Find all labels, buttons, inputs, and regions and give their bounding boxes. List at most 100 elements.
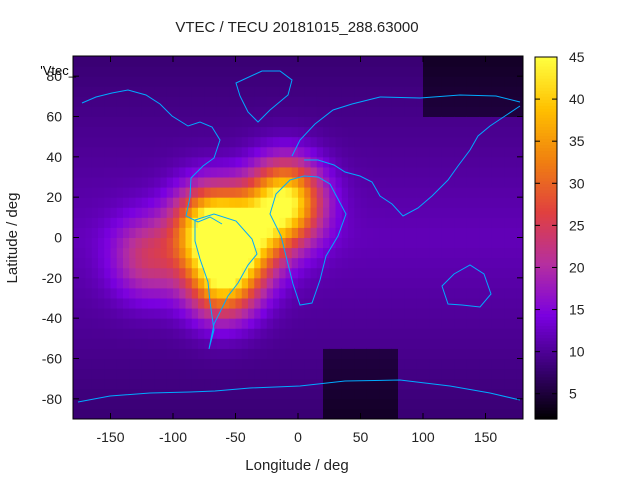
- heatmap-cell: [191, 166, 199, 178]
- heatmap-cell: [279, 116, 286, 128]
- heatmap-cell: [379, 237, 386, 249]
- heatmap-cell: [154, 388, 161, 400]
- heatmap-cell: [291, 277, 299, 289]
- coastline-eurasia: [291, 94, 521, 217]
- heatmap-cell: [423, 66, 430, 77]
- colorbar-segment: [535, 186, 557, 191]
- heatmap-cell: [148, 328, 155, 339]
- heatmap-cell: [379, 106, 386, 117]
- heatmap-cell: [279, 197, 286, 208]
- heatmap-cell: [273, 398, 280, 410]
- heatmap-cell: [91, 156, 99, 168]
- heatmap-cell: [366, 187, 374, 198]
- heatmap-cell: [154, 267, 161, 279]
- heatmap-cell: [341, 197, 349, 208]
- heatmap-cell: [173, 257, 180, 269]
- heatmap-cell: [285, 408, 293, 420]
- heatmap-cell: [198, 298, 205, 309]
- heatmap-cell: [385, 187, 393, 198]
- heatmap-cell: [373, 287, 380, 299]
- heatmap-cell: [98, 166, 105, 178]
- heatmap-cell: [241, 338, 249, 349]
- heatmap-cell: [416, 86, 424, 97]
- heatmap-cell: [254, 207, 261, 218]
- heatmap-cell: [510, 338, 518, 349]
- heatmap-cell: [166, 76, 174, 87]
- heatmap-cell: [235, 106, 243, 117]
- heatmap-cell: [354, 308, 361, 319]
- colorbar-segment: [535, 141, 557, 146]
- heatmap-cell: [254, 338, 261, 349]
- heatmap-cell: [191, 197, 199, 208]
- heatmap-cell: [179, 298, 186, 309]
- heatmap-cell: [185, 338, 193, 349]
- heatmap-cell: [198, 328, 205, 339]
- heatmap-cell: [454, 86, 461, 97]
- heatmap-cell: [516, 166, 524, 178]
- heatmap-cell: [423, 76, 430, 87]
- heatmap-cell: [310, 156, 318, 168]
- heatmap-cell: [354, 86, 361, 97]
- heatmap-cell: [141, 378, 149, 390]
- heatmap-cell: [341, 187, 349, 198]
- heatmap-cell: [404, 126, 411, 138]
- heatmap-cell: [435, 267, 443, 279]
- heatmap-cell: [279, 106, 286, 117]
- heatmap-cell: [454, 287, 461, 299]
- heatmap-cell: [154, 227, 161, 238]
- heatmap-cell: [373, 177, 380, 188]
- heatmap-cell: [110, 156, 118, 168]
- heatmap-cell: [79, 328, 86, 339]
- heatmap-cell: [391, 76, 399, 87]
- heatmap-cell: [348, 207, 355, 218]
- heatmap-cell: [366, 86, 374, 97]
- heatmap-cell: [323, 136, 330, 148]
- heatmap-cell: [416, 66, 424, 77]
- heatmap-cell: [123, 368, 130, 380]
- heatmap-cell: [135, 86, 143, 97]
- heatmap-cell: [154, 277, 161, 289]
- heatmap-cell: [154, 207, 161, 218]
- heatmap-cell: [179, 187, 186, 198]
- heatmap-cell: [348, 66, 355, 77]
- heatmap-cell: [373, 247, 380, 259]
- colorbar-segment: [535, 334, 557, 339]
- heatmap-cell: [185, 56, 193, 67]
- heatmap-cell: [304, 368, 311, 380]
- heatmap-cell: [73, 66, 80, 77]
- heatmap-cell: [460, 318, 468, 329]
- heatmap-cell: [166, 126, 174, 138]
- heatmap-cell: [116, 408, 124, 420]
- heatmap-cell: [98, 328, 105, 339]
- colorbar-segment: [535, 171, 557, 176]
- heatmap-cell: [229, 187, 236, 198]
- heatmap-cell: [285, 378, 293, 390]
- heatmap-cell: [260, 217, 268, 228]
- heatmap-cell: [198, 166, 205, 178]
- heatmap-cell: [204, 66, 211, 77]
- heatmap-cell: [385, 287, 393, 299]
- heatmap-cell: [360, 267, 368, 279]
- colorbar-segment: [535, 192, 557, 197]
- heatmap-cell: [91, 247, 99, 259]
- colorbar-segment: [535, 153, 557, 158]
- heatmap-cell: [248, 287, 255, 299]
- heatmap-cell: [466, 217, 474, 228]
- heatmap-cell: [373, 56, 380, 67]
- heatmap-cell: [454, 358, 461, 370]
- heatmap-cell: [260, 398, 268, 410]
- heatmap-cell: [448, 187, 455, 198]
- heatmap-cell: [373, 267, 380, 279]
- heatmap-cell: [216, 156, 224, 168]
- heatmap-cell: [104, 156, 111, 168]
- heatmap-cell: [298, 308, 305, 319]
- heatmap-cell: [166, 277, 174, 289]
- heatmap-cell: [398, 257, 405, 269]
- heatmap-cell: [466, 298, 474, 309]
- heatmap-cell: [216, 247, 224, 259]
- heatmap-cell: [235, 126, 243, 138]
- heatmap-cell: [254, 166, 261, 178]
- heatmap-cell: [516, 126, 524, 138]
- heatmap-cell: [366, 277, 374, 289]
- heatmap-cell: [123, 237, 130, 249]
